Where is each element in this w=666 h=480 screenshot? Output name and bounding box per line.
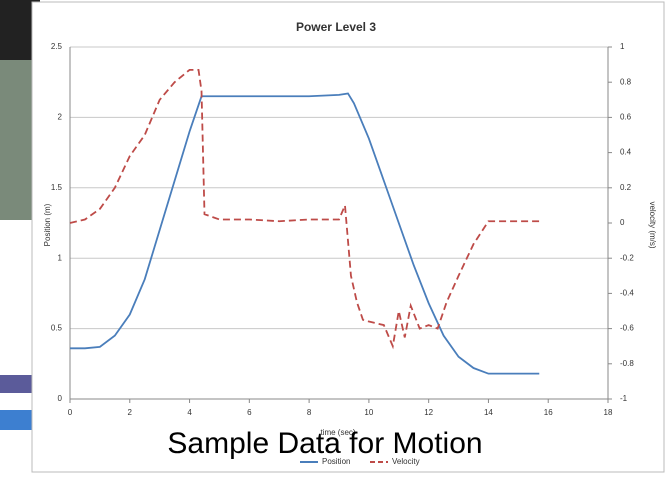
- y-tick-label: 2: [58, 113, 63, 122]
- x-tick-label: 16: [544, 408, 553, 417]
- y-tick-label: 0: [58, 394, 63, 403]
- y2-axis-label: velocity (m/s): [648, 201, 657, 248]
- x-tick-label: 0: [68, 408, 73, 417]
- y2-tick-label: -0.8: [620, 359, 634, 368]
- x-tick-label: 10: [364, 408, 373, 417]
- x-tick-label: 4: [187, 408, 192, 417]
- y2-tick-label: -1: [620, 394, 628, 403]
- chart-panel: [32, 2, 664, 472]
- y2-tick-label: -0.6: [620, 324, 634, 333]
- y2-tick-label: 0.4: [620, 148, 632, 157]
- y-tick-label: 2.5: [51, 42, 63, 51]
- slide: Power Level 3 Position (m) velocity (m/s…: [0, 0, 666, 475]
- y2-tick-label: -0.2: [620, 253, 634, 262]
- y2-tick-label: 0.2: [620, 183, 632, 192]
- y-tick-label: 1: [58, 253, 63, 262]
- y2-tick-label: -0.4: [620, 289, 634, 298]
- y-axis-label: Position (m): [43, 203, 52, 246]
- x-tick-label: 12: [424, 408, 433, 417]
- y-tick-label: 0.5: [51, 324, 63, 333]
- x-tick-label: 14: [484, 408, 493, 417]
- y2-tick-label: 0.6: [620, 113, 632, 122]
- chart-title: Power Level 3: [296, 20, 376, 34]
- x-tick-label: 18: [604, 408, 613, 417]
- caption: Sample Data for Motion: [167, 427, 482, 460]
- x-tick-label: 8: [307, 408, 312, 417]
- y-tick-label: 1.5: [51, 183, 63, 192]
- x-tick-label: 6: [247, 408, 252, 417]
- y2-tick-label: 1: [620, 42, 625, 51]
- y2-tick-label: 0: [620, 218, 625, 227]
- x-tick-label: 2: [128, 408, 133, 417]
- y2-tick-label: 0.8: [620, 77, 632, 86]
